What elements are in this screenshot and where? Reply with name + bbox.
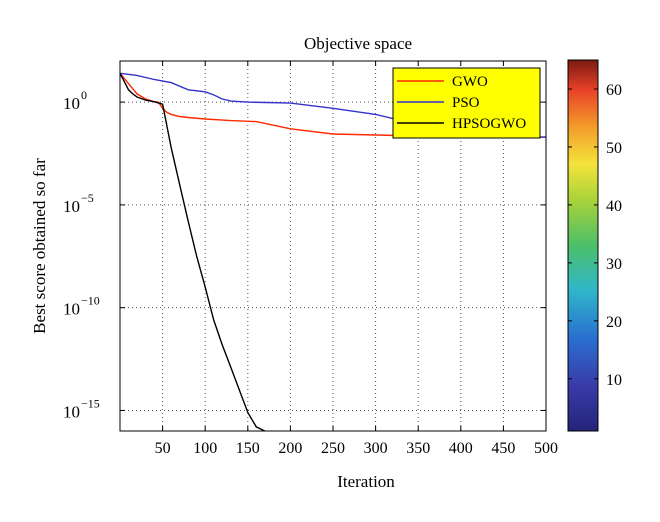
y-tick-label: 10 −15 xyxy=(63,396,100,421)
y-tick-label-base: 10 xyxy=(63,94,80,113)
grid-lines xyxy=(120,61,546,431)
y-tick-label-base: 10 xyxy=(63,197,80,216)
legend-box xyxy=(392,67,541,139)
legend-label-gwo: GWO xyxy=(452,74,488,90)
colorbar-gradient xyxy=(567,59,599,432)
x-axis-ticks: 50 100 150 200 250 300 350 400 450 500 xyxy=(155,61,558,457)
colorbar-tick-label: 50 xyxy=(606,140,622,157)
chart-title: Objective space xyxy=(304,34,412,53)
x-tick-label: 150 xyxy=(236,440,260,457)
colorbar-tick-label: 40 xyxy=(606,198,622,215)
x-tick-label: 400 xyxy=(449,440,473,457)
y-axis-label: Best score obtained so far xyxy=(30,158,49,334)
colorbar-tick-label: 10 xyxy=(606,372,622,389)
series-line-hpsogwo xyxy=(119,72,266,432)
y-tick-label-exponent: −15 xyxy=(81,396,100,410)
x-tick-label: 250 xyxy=(321,440,345,457)
legend-label-pso: PSO xyxy=(452,95,480,111)
y-tick-label-base: 10 xyxy=(63,402,80,421)
x-tick-label: 100 xyxy=(193,440,217,457)
y-tick-label-exponent: −5 xyxy=(81,191,94,205)
colorbar-tick-label: 60 xyxy=(606,82,622,99)
colorbar-tick-label: 30 xyxy=(606,256,622,273)
colorbar: 10 20 30 40 50 60 xyxy=(567,59,622,432)
x-tick-label: 50 xyxy=(155,440,171,457)
y-tick-label: 10 −10 xyxy=(63,294,100,319)
y-tick-label-base: 10 xyxy=(63,300,80,319)
y-tick-label-exponent: 0 xyxy=(81,88,87,102)
legend: GWO PSO HPSOGWO xyxy=(392,67,541,139)
y-tick-label: 10 −5 xyxy=(63,191,94,216)
x-axis-label: Iteration xyxy=(337,472,395,491)
x-tick-label: 500 xyxy=(534,440,558,457)
colorbar-tick-label: 20 xyxy=(606,314,622,331)
y-tick-label-exponent: −10 xyxy=(81,294,100,308)
x-tick-label: 450 xyxy=(491,440,515,457)
legend-label-hpsogwo: HPSOGWO xyxy=(452,116,526,132)
y-tick-label: 10 0 xyxy=(63,88,87,113)
x-tick-label: 350 xyxy=(406,440,430,457)
x-tick-label: 200 xyxy=(278,440,302,457)
x-tick-label: 300 xyxy=(364,440,388,457)
